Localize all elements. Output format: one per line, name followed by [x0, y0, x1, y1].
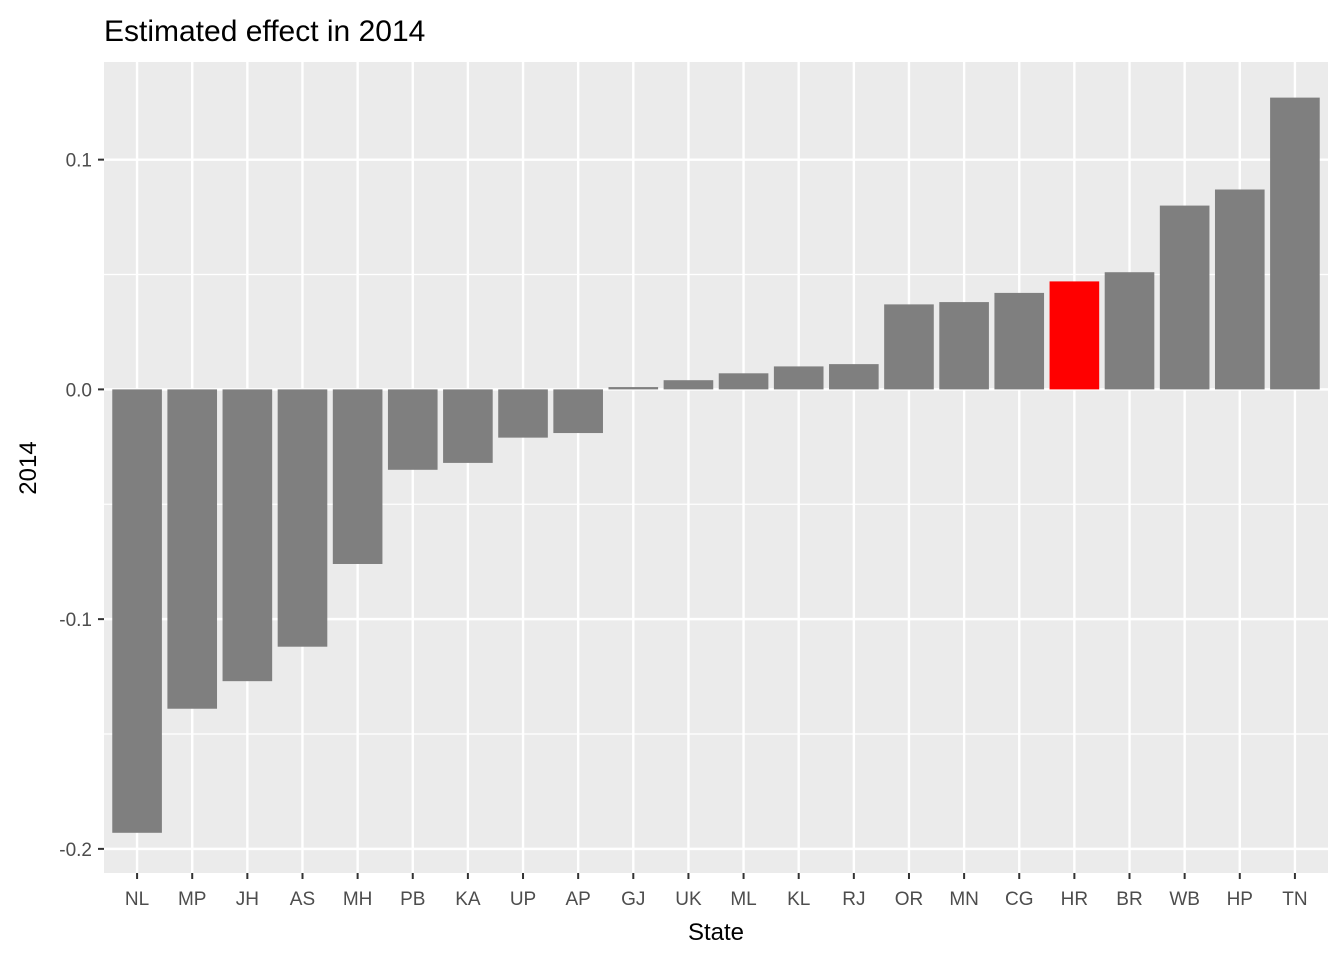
bar-mn: [939, 302, 989, 390]
bar-uk: [663, 380, 714, 390]
bar-cg: [994, 292, 1045, 390]
x-tick-label: TN: [1282, 889, 1307, 910]
x-tick-label: CG: [1005, 889, 1034, 910]
y-axis-ticks: -0.2 -0.1 0.0 0.1: [59, 151, 104, 861]
x-tick-label: BR: [1116, 889, 1142, 910]
y-tick-label: -0.2: [59, 840, 92, 861]
x-tick-label: MN: [949, 889, 979, 910]
y-axis-title: 2014: [15, 441, 42, 494]
x-tick-label: MH: [343, 889, 373, 910]
bar-tn: [1270, 97, 1320, 390]
bar-mp: [167, 389, 218, 709]
bar-rj: [829, 364, 879, 390]
bar-or: [884, 304, 934, 390]
bar-as: [277, 389, 328, 647]
bar-ml: [718, 373, 769, 390]
x-tick-label: AP: [565, 889, 590, 910]
x-tick-label: HR: [1061, 889, 1088, 910]
x-tick-label: UP: [510, 889, 536, 910]
x-tick-label: GJ: [621, 889, 645, 910]
x-axis-ticks: NL MP JH AS MH PB KA UP AP GJ UK ML KL RJ OR MN CG HR BR WB…: [125, 873, 1308, 910]
bar-mh: [332, 389, 383, 564]
x-tick-label: ML: [730, 889, 756, 910]
bar-hr: [1049, 281, 1100, 390]
y-tick-label: -0.1: [59, 610, 92, 631]
x-tick-label: RJ: [842, 889, 865, 910]
bar-ka: [443, 389, 493, 463]
bar-kl: [773, 366, 824, 390]
x-tick-label: WB: [1169, 889, 1200, 910]
x-tick-label: PB: [400, 889, 425, 910]
bar-wb: [1159, 205, 1210, 390]
bar-ap: [553, 389, 603, 434]
x-tick-label: UK: [675, 889, 702, 910]
x-tick-label: AS: [290, 889, 315, 910]
bar-nl: [112, 389, 162, 833]
bar-hp: [1214, 189, 1265, 390]
bars: [112, 97, 1320, 833]
chart-title: Estimated effect in 2014: [104, 15, 425, 48]
x-tick-label: KL: [787, 889, 810, 910]
x-tick-label: KA: [455, 889, 481, 910]
bar-jh: [222, 389, 273, 682]
x-tick-label: NL: [125, 889, 149, 910]
x-tick-label: HP: [1227, 889, 1253, 910]
x-tick-label: OR: [895, 889, 924, 910]
x-axis-title: State: [688, 919, 744, 946]
x-tick-label: MP: [178, 889, 207, 910]
y-tick-label: 0.1: [66, 151, 92, 172]
bar-up: [498, 389, 548, 438]
y-tick-label: 0.0: [66, 380, 92, 401]
bar-gj: [608, 387, 659, 390]
bar-pb: [387, 389, 438, 470]
x-tick-label: JH: [236, 889, 259, 910]
bar-br: [1104, 272, 1155, 390]
